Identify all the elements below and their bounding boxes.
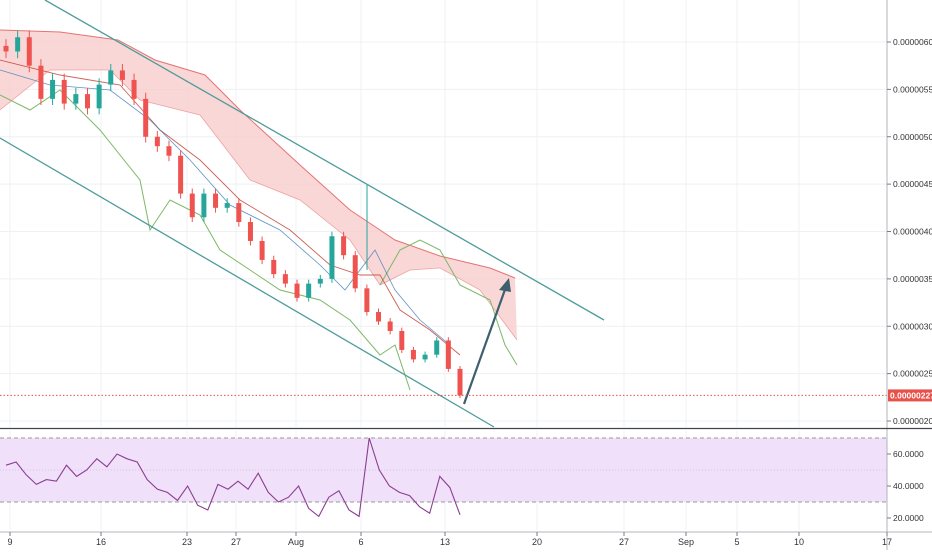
candle-body <box>178 155 184 194</box>
candle-body <box>376 312 382 322</box>
candle-body <box>50 79 56 99</box>
candle-body <box>410 349 416 360</box>
candle-body <box>236 203 242 223</box>
candle-body <box>166 146 172 156</box>
candle-body <box>189 193 195 218</box>
candle-body <box>38 65 44 99</box>
rsi-tick-label: 40.0000 <box>893 481 924 491</box>
x-tick-label: 5 <box>734 537 739 547</box>
x-tick-label: 27 <box>619 537 629 547</box>
current-price-badge <box>888 389 932 402</box>
channel-upper-line <box>44 0 605 321</box>
channel-lower-line <box>0 137 495 428</box>
candle-body <box>247 222 253 241</box>
cloud-span-a <box>0 29 516 279</box>
candle-body <box>445 340 451 369</box>
candle-body <box>15 37 21 52</box>
rsi-line <box>5 437 461 518</box>
candle-body <box>84 94 90 109</box>
candle-body <box>317 278 323 284</box>
conversion-line <box>0 69 451 346</box>
candle-body <box>399 330 405 350</box>
candle-body <box>224 203 230 208</box>
x-tick-label: 27 <box>231 537 241 547</box>
rsi-tick-label: 60.0000 <box>893 449 924 459</box>
target-arrow-shaft <box>462 283 509 405</box>
candle-body <box>154 136 160 147</box>
cloud-edge-green <box>379 239 518 366</box>
x-tick-label: 13 <box>440 537 450 547</box>
candle-body <box>422 354 428 360</box>
candle-body <box>341 236 347 256</box>
candle-body <box>3 45 9 52</box>
rsi-tick-label: 20.0000 <box>893 513 924 523</box>
candle-body <box>329 236 335 279</box>
x-tick-label: 9 <box>7 537 12 547</box>
candle-body <box>282 274 288 284</box>
x-tick-label: Sep <box>678 537 694 547</box>
candle-body <box>457 368 463 396</box>
cloud-span-b <box>0 69 518 341</box>
candle-body <box>108 70 114 85</box>
rsi-pane <box>0 437 887 518</box>
x-tick-label: 17 <box>882 537 892 547</box>
x-tick-label: 23 <box>182 537 192 547</box>
candle-body <box>73 94 79 104</box>
candle-body <box>306 283 312 298</box>
x-tick-label: 20 <box>532 537 542 547</box>
candle-body <box>294 283 300 298</box>
candle-body <box>434 340 440 355</box>
current-price-label: 0.00000227 <box>890 390 932 400</box>
lagging-span <box>0 89 411 391</box>
candle-body <box>131 79 137 99</box>
base-line <box>0 59 461 356</box>
candle-body <box>387 321 393 331</box>
candle-body <box>259 240 265 260</box>
x-tick-label: 16 <box>96 537 106 547</box>
candle-body <box>352 255 358 289</box>
candle-body <box>364 288 370 313</box>
indicator-layer <box>0 29 518 391</box>
candle-body <box>271 259 277 275</box>
x-tick-label: 6 <box>358 537 363 547</box>
candle-body <box>119 70 125 80</box>
target-arrow-head <box>499 278 511 292</box>
candle-body <box>213 193 219 208</box>
ichimoku-cloud <box>0 30 517 340</box>
candle-layer <box>3 30 463 398</box>
candle-body <box>26 37 32 66</box>
x-tick-label: Aug <box>288 537 304 547</box>
candle-body <box>96 84 102 109</box>
x-tick-label: 10 <box>794 537 804 547</box>
candle-body <box>201 193 207 218</box>
candle-body <box>143 98 149 137</box>
drawing-layer <box>0 0 887 428</box>
candle-body <box>61 79 67 104</box>
